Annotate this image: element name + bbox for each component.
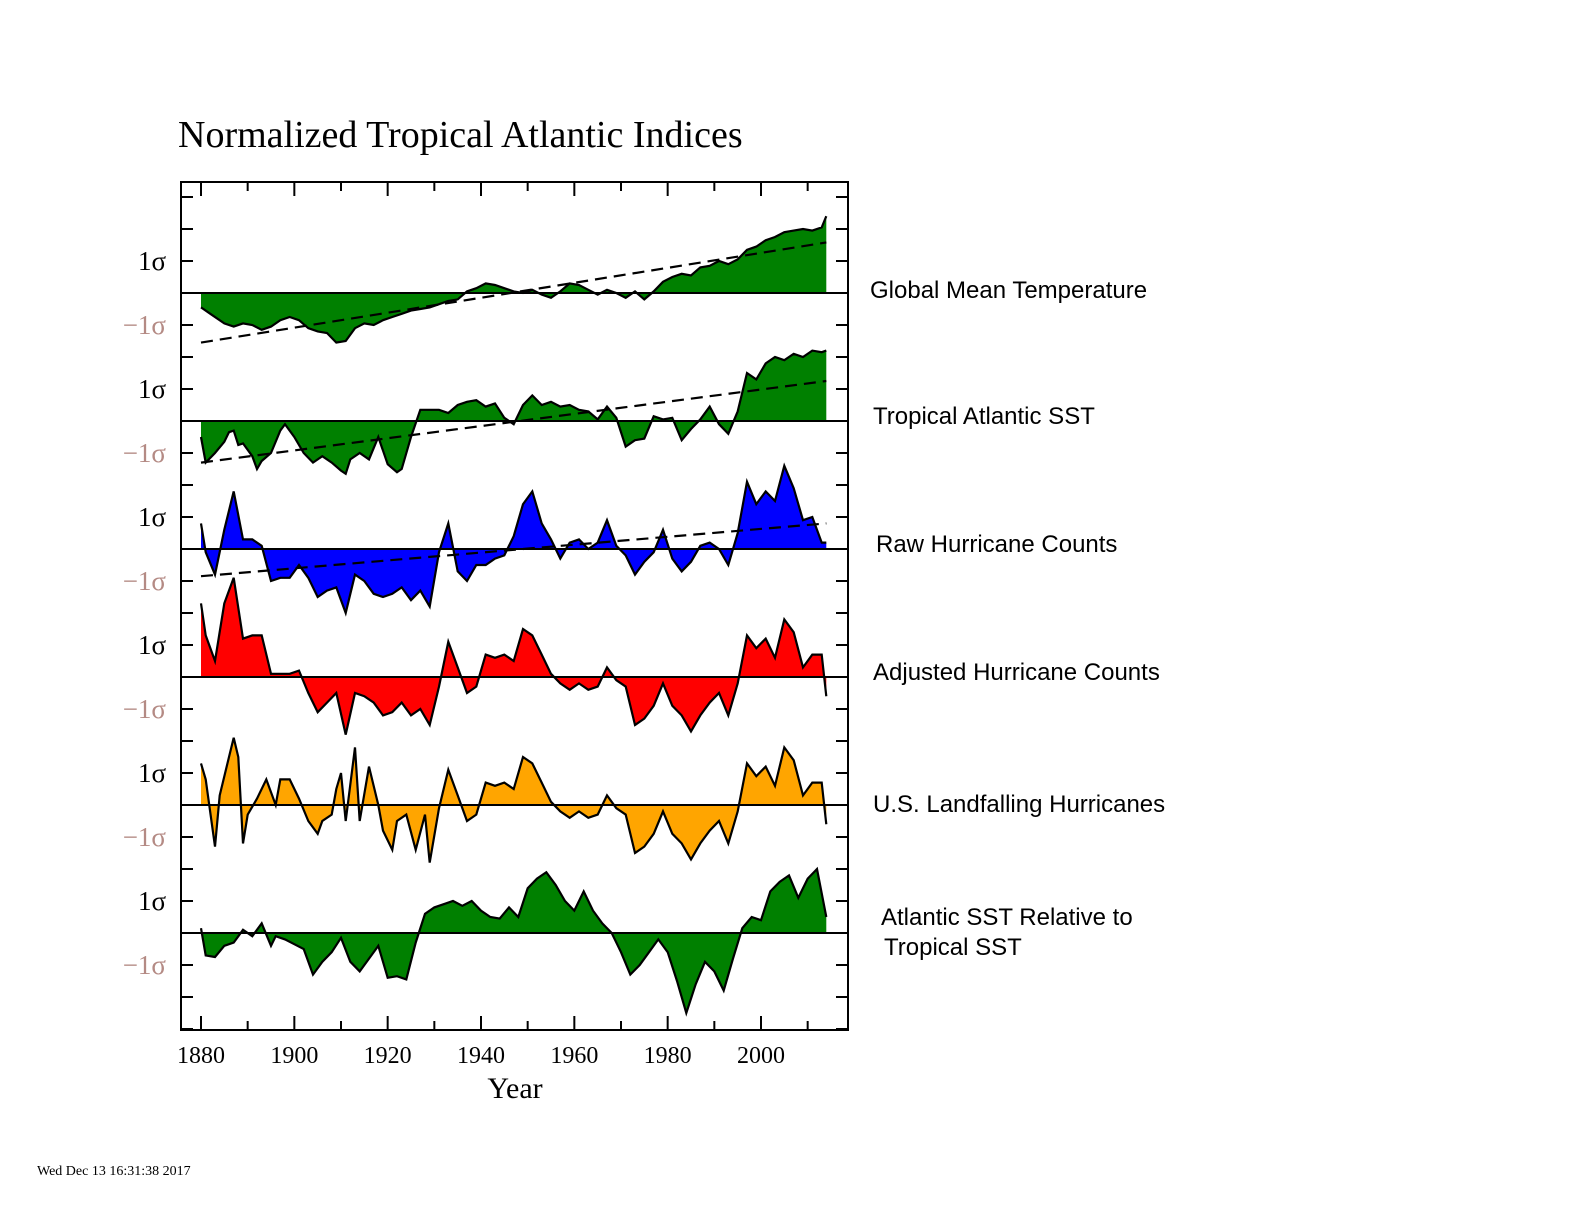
x-axis-ticks: 1880 1900 1920 1940 1960 1980 2000 [177, 182, 809, 1069]
series-fill-3 [201, 465, 827, 613]
sigma-minus-label-6: −1σ [123, 950, 167, 980]
x-tick-label: 2000 [737, 1043, 785, 1069]
panel-5: 1σ −1σ U.S. Landfalling Hurricanes [123, 737, 1165, 863]
panel-2: 1σ −1σ Tropical Atlantic SST [123, 349, 1095, 476]
sigma-minus-label-4: −1σ [123, 694, 167, 724]
trend-line-2 [200, 379, 827, 464]
chart-title: Normalized Tropical Atlantic Indices [178, 114, 743, 156]
x-tick-label: 1900 [270, 1043, 318, 1069]
series-fill-5 [201, 737, 827, 863]
x-tick-label: 1940 [457, 1043, 505, 1069]
sigma-plus-label-1: 1σ [138, 246, 167, 276]
sigma-plus-label-2: 1σ [138, 374, 167, 404]
x-tick-label: 1960 [550, 1043, 598, 1069]
sigma-minus-label-1: −1σ [123, 310, 167, 340]
panel-1: 1σ −1σ Global Mean Temperature [123, 215, 1147, 344]
series-name-6: Atlantic SST Relative to [881, 904, 1133, 931]
series-name-6-line2: Tropical SST [884, 934, 1022, 961]
series-fill-6 [201, 869, 827, 1013]
sigma-plus-label-5: 1σ [138, 758, 167, 788]
series-fill-2 [201, 350, 827, 474]
sigma-plus-label-3: 1σ [138, 502, 167, 532]
sigma-minus-label-5: −1σ [123, 822, 167, 852]
x-tick-label: 1920 [364, 1043, 412, 1069]
series-line-2 [199, 349, 827, 476]
sigma-minus-label-2: −1σ [123, 438, 167, 468]
trend-line-1 [200, 241, 827, 344]
sigma-minus-label-3: −1σ [123, 566, 167, 596]
panel-3: 1σ −1σ Raw Hurricane Counts [123, 462, 1117, 617]
sigma-plus-label-6: 1σ [138, 886, 167, 916]
panel-4: 1σ −1σ Adjusted Hurricane Counts [123, 577, 1160, 735]
series-line-6 [199, 866, 828, 1017]
series-fill-4 [201, 577, 827, 735]
series-name-2: Tropical Atlantic SST [873, 403, 1095, 430]
series-name-1: Global Mean Temperature [870, 277, 1147, 304]
series-line-4 [199, 577, 828, 735]
x-axis-label: Year [487, 1072, 542, 1105]
panel-6: 1σ −1σ Atlantic SST Relative to Tropical SS… [123, 866, 1133, 1017]
frame-ticks [181, 196, 848, 1030]
panels-group: 1σ −1σ Global Mean Temperature 1σ −1σ Tropica… [123, 215, 1165, 1017]
x-tick-label: 1980 [644, 1043, 692, 1069]
plot-frame [180, 181, 849, 1031]
series-name-4: Adjusted Hurricane Counts [873, 659, 1160, 686]
sigma-plus-label-4: 1σ [138, 630, 167, 660]
series-name-5: U.S. Landfalling Hurricanes [873, 791, 1165, 818]
timestamp: Wed Dec 13 16:31:38 2017 [37, 1164, 191, 1179]
series-line-5 [199, 737, 828, 863]
trend-line-3 [200, 522, 827, 578]
series-name-3: Raw Hurricane Counts [876, 531, 1117, 558]
series-fill-1 [201, 216, 827, 343]
series-line-3 [199, 462, 827, 617]
x-tick-label: 1880 [177, 1043, 225, 1069]
